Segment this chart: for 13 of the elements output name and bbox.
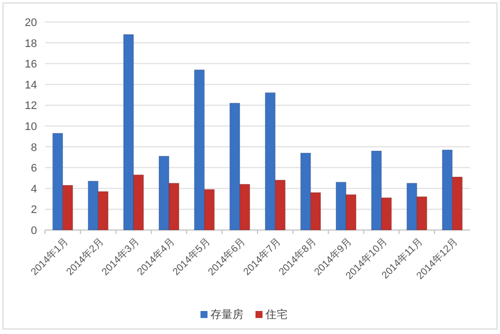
y-tick-label: 4 bbox=[30, 183, 37, 196]
y-tick-label: 12 bbox=[24, 100, 37, 112]
y-tick-label: 14 bbox=[24, 79, 37, 92]
y-tick-label: 18 bbox=[24, 38, 37, 50]
y-tick-label: 2 bbox=[30, 204, 37, 216]
y-tick-label: 0 bbox=[30, 225, 37, 237]
y-tick-label: 10 bbox=[24, 121, 37, 133]
y-tick-label: 6 bbox=[30, 162, 37, 175]
legend-label: 住宅 bbox=[266, 308, 288, 321]
y-tick-label: 8 bbox=[30, 142, 37, 154]
y-tick-label: 16 bbox=[24, 58, 37, 71]
legend-label: 存量房 bbox=[210, 308, 244, 321]
y-tick-label: 20 bbox=[24, 17, 37, 29]
